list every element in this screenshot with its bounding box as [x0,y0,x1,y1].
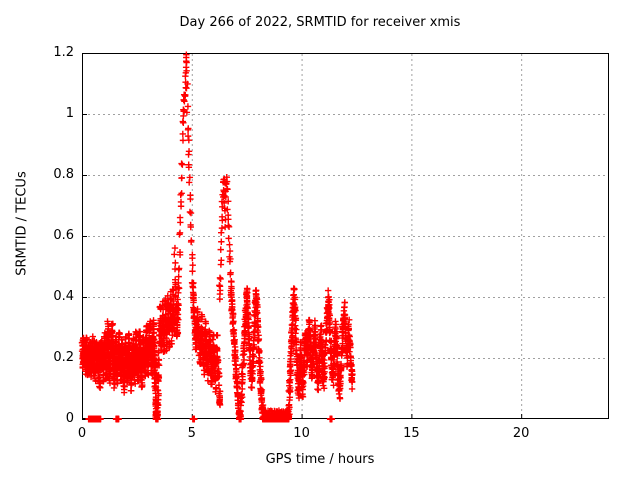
x-tick-label: 10 [293,426,310,441]
y-tick-label: 0.2 [53,350,74,365]
chart-title: Day 266 of 2022, SRMTID for receiver xmi… [179,15,461,30]
x-tick-label: 0 [77,426,87,441]
y-tick-label: 0 [65,411,74,426]
y-tick-label: 1.2 [53,45,74,60]
data-point-series [78,51,356,423]
y-tick-label: 0.4 [53,289,74,304]
y-tick-label: 0.8 [53,167,74,182]
gridlines [83,54,609,419]
x-tick-label: 15 [403,426,420,441]
x-axis-label: GPS time / hours [265,452,375,467]
y-tick-label: 1 [65,106,74,121]
x-tick-label: 20 [512,426,530,441]
x-tick-label: 5 [187,426,196,441]
x-tick-label-group: 0 5 10 15 20 [0,426,640,446]
y-tick-label: 0.6 [53,228,74,243]
plot-border [82,53,609,419]
